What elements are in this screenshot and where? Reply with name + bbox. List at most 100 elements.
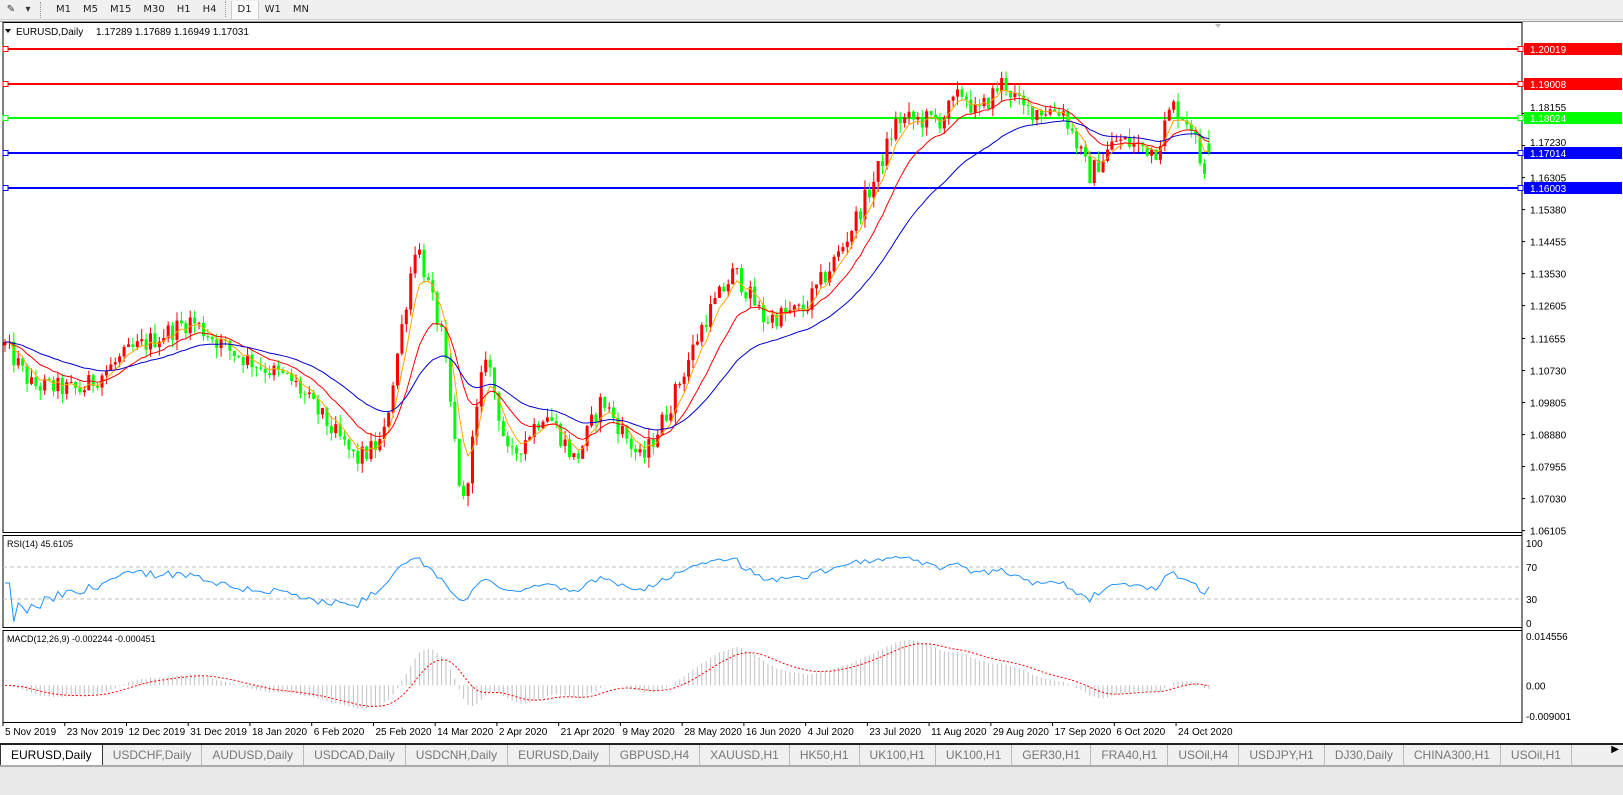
timeframe-m1[interactable]: M1 <box>56 3 71 15</box>
candle-body <box>1172 101 1176 110</box>
date-axis-label: 18 Jan 2020 <box>252 727 307 738</box>
line-handle <box>1517 150 1524 157</box>
price-axis-label: 1.06105 <box>1530 527 1567 538</box>
candle-body <box>629 438 633 449</box>
candle-body <box>876 161 880 182</box>
candle-body <box>1163 120 1167 147</box>
candle-body <box>21 358 25 366</box>
chart-tab[interactable]: USDCNH,Daily <box>406 745 509 765</box>
candle-body <box>695 341 699 345</box>
price-tag <box>1524 182 1622 195</box>
chart-window[interactable]: 1.18155 1.17230 1.16305 1.15380 1.14455 1.135… <box>0 21 1623 743</box>
candle-body <box>660 414 664 435</box>
candle-body <box>1035 110 1039 121</box>
candle-body <box>1106 149 1109 161</box>
tab-scroll-right-icon[interactable]: ▶ <box>1611 744 1619 755</box>
timeframe-h4[interactable]: H4 <box>202 3 217 15</box>
chart-tab[interactable]: GBPUSD,H4 <box>610 745 701 765</box>
candle-body <box>1203 163 1207 174</box>
candle-body <box>1128 137 1132 147</box>
timeframe-w1[interactable]: W1 <box>264 3 281 15</box>
chart-tab[interactable]: GER30,H1 <box>1012 745 1092 765</box>
date-axis-label: 9 May 2020 <box>622 727 675 738</box>
candle-body <box>466 483 470 496</box>
chart-tab[interactable]: UK100,H1 <box>936 745 1013 765</box>
chart-canvas[interactable]: 1.18155 1.17230 1.16305 1.15380 1.14455 1.135… <box>0 22 1623 744</box>
chart-tab[interactable]: DJ30,Daily <box>1325 745 1404 765</box>
price-axis-label: 1.16305 <box>1530 174 1567 185</box>
candle-body <box>1185 120 1189 125</box>
chart-tab[interactable]: USDCHF,Daily <box>103 745 203 765</box>
line-handle <box>1517 115 1524 122</box>
candle-body <box>369 441 373 460</box>
timeframe-h1[interactable]: H1 <box>176 3 191 15</box>
rsi-axis-label: 30 <box>1526 595 1538 606</box>
candle-body <box>259 367 263 369</box>
candle-body <box>995 88 999 92</box>
candle-body <box>470 436 474 484</box>
candle-body <box>934 114 938 119</box>
pane-frame-main <box>2 22 1523 533</box>
chart-tab[interactable]: EURUSD,Daily <box>508 745 610 765</box>
candle-body <box>775 314 779 327</box>
date-axis-label: 25 Feb 2020 <box>375 727 432 738</box>
candle-body <box>343 436 347 440</box>
chart-tab[interactable]: EURUSD,Daily <box>0 745 103 765</box>
candle-body <box>38 386 42 391</box>
candle-body <box>1110 141 1114 150</box>
candle-body <box>378 439 382 451</box>
candle-body <box>1158 146 1162 160</box>
chart-tab[interactable]: CHINA300,H1 <box>1404 745 1501 765</box>
candle-body <box>347 439 351 450</box>
candle-body <box>373 441 377 451</box>
chart-tab[interactable]: USDJPY,H1 <box>1239 745 1325 765</box>
timeframe-m5[interactable]: M5 <box>83 3 98 15</box>
dropdown-arrow-icon[interactable]: ▾ <box>25 4 31 15</box>
candle-body <box>157 341 161 348</box>
chart-tab[interactable]: USOil,H1 <box>1501 745 1572 765</box>
candle-body <box>907 111 911 118</box>
candle-body <box>232 350 236 356</box>
macd-axis-label: 0.014556 <box>1526 632 1568 643</box>
candle-body <box>290 373 294 382</box>
candle-body <box>713 297 717 304</box>
candle-body <box>1167 109 1171 121</box>
chart-tab[interactable]: HK50,H1 <box>790 745 860 765</box>
macd-axis-label: 0.00 <box>1526 681 1546 692</box>
timeframe-m15[interactable]: M15 <box>110 3 132 15</box>
price-axis-label: 1.07030 <box>1530 495 1567 506</box>
candle-body <box>109 364 113 371</box>
candle-body <box>748 286 752 299</box>
candle-body <box>581 445 585 459</box>
candle-body <box>850 231 854 242</box>
candle-body <box>484 359 488 373</box>
chart-tab[interactable]: USDCAD,Daily <box>304 745 406 765</box>
candle-body <box>307 392 311 395</box>
candle-body <box>43 378 47 391</box>
candle-body <box>193 317 197 324</box>
candle-body <box>898 119 902 124</box>
chart-tab[interactable]: XAUUSD,H1 <box>700 745 790 765</box>
timeframe-mn[interactable]: MN <box>292 3 309 15</box>
candle-body <box>382 426 386 440</box>
candle-body <box>56 377 60 392</box>
candle-body <box>709 303 713 328</box>
macd-signal-line <box>4 643 1210 707</box>
line-tools-icon[interactable]: ✎ <box>6 4 16 15</box>
timeframe-m30[interactable]: M30 <box>143 3 165 15</box>
timeframe-d1[interactable]: D1 <box>230 0 259 19</box>
candle-body <box>576 453 580 459</box>
candle-body <box>1044 114 1048 116</box>
candle-body <box>131 344 135 347</box>
candle-body <box>554 420 558 424</box>
line-handle <box>1517 185 1524 192</box>
candle-body <box>25 365 29 384</box>
chart-tab[interactable]: FRA40,H1 <box>1091 745 1169 765</box>
candle-body <box>510 446 514 448</box>
chart-tab[interactable]: UK100,H1 <box>860 745 936 765</box>
chart-tab[interactable]: USOil,H4 <box>1168 745 1240 765</box>
rsi-label: RSI(14) 45.6105 <box>7 539 73 549</box>
chart-tab[interactable]: AUDUSD,Daily <box>202 745 305 765</box>
candle-body <box>612 407 616 419</box>
candle-body <box>1000 77 1004 92</box>
